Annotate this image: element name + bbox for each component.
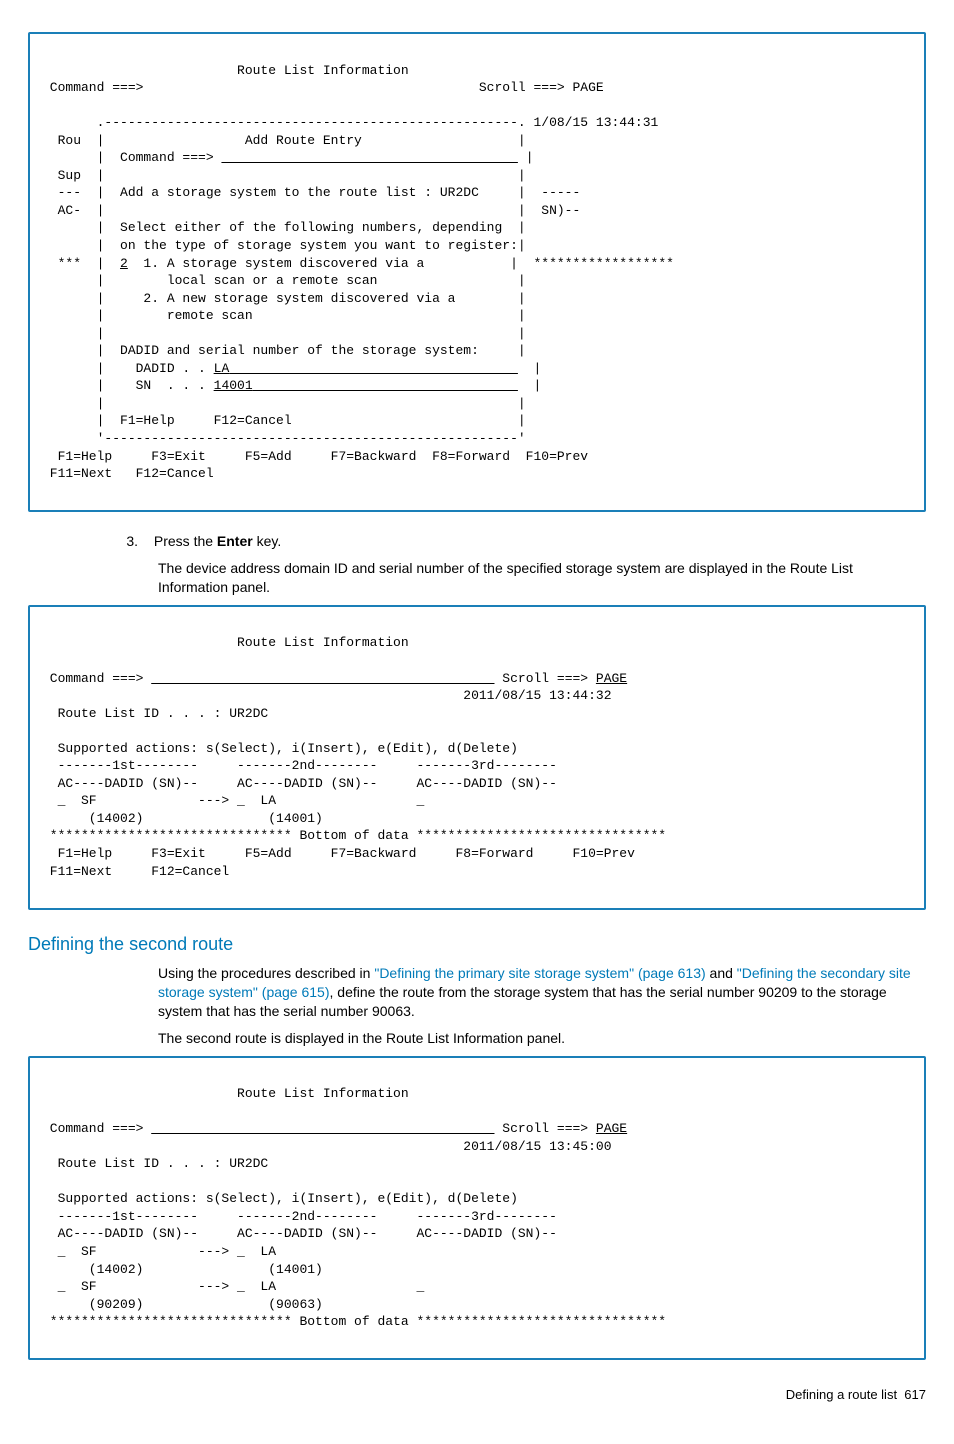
footer-label: Defining a route list [786, 1387, 897, 1402]
scroll-input-2[interactable]: PAGE [596, 671, 627, 686]
terminal-panel-3: Route List Information Command ===> Scro… [28, 1056, 926, 1361]
step-number: 3. [28, 532, 150, 551]
section-heading: Defining the second route [28, 932, 926, 956]
section-body: Using the procedures described in "Defin… [158, 964, 918, 1048]
section-paragraph-2: The second route is displayed in the Rou… [158, 1029, 918, 1048]
scroll-input-3[interactable]: PAGE [596, 1121, 627, 1136]
cmd-input-2[interactable] [151, 671, 494, 686]
terminal-pre-2: Route List Information Command ===> Scro… [42, 634, 912, 880]
step-3-body: The device address domain ID and serial … [158, 559, 918, 597]
step-3: 3. Press the Enter key. [28, 532, 926, 551]
terminal-pre-1: Route List Information Command ===> Scro… [42, 62, 912, 483]
link-primary-site[interactable]: "Defining the primary site storage syste… [374, 965, 705, 981]
cmd-input-3[interactable] [151, 1121, 494, 1136]
choice-input[interactable]: 2 [120, 256, 128, 271]
terminal-panel-1: Route List Information Command ===> Scro… [28, 32, 926, 512]
section-paragraph-1: Using the procedures described in "Defin… [158, 964, 918, 1021]
footer-page-number: 617 [904, 1387, 926, 1402]
sn-input[interactable]: 14001 [214, 378, 253, 393]
terminal-pre-3: Route List Information Command ===> Scro… [42, 1085, 912, 1331]
step-3-paragraph: The device address domain ID and serial … [158, 559, 918, 597]
step-text: Press the Enter key. [154, 532, 912, 551]
cmd-input[interactable] [221, 150, 517, 165]
terminal-panel-2: Route List Information Command ===> Scro… [28, 605, 926, 910]
page-footer: Defining a route list 617 [28, 1386, 926, 1404]
dadid-input[interactable]: LA [214, 361, 230, 376]
key-enter: Enter [217, 533, 253, 549]
